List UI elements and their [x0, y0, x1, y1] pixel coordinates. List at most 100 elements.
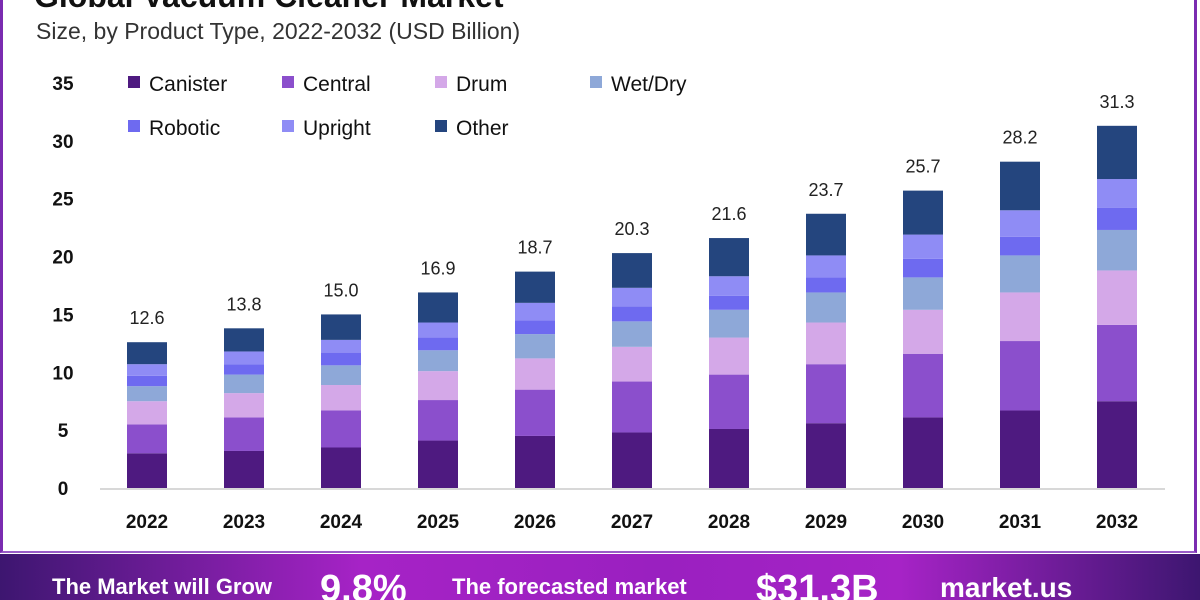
x-tick-label: 2032 — [1096, 512, 1138, 533]
bar-total-label: 28.2 — [1002, 128, 1037, 148]
bar-segment-upright — [1097, 179, 1137, 208]
bar-segment-other — [224, 328, 264, 352]
brand-logo: market.us — [940, 572, 1073, 600]
bar-segment-central — [1097, 324, 1137, 402]
bar-segment-other — [1097, 125, 1137, 180]
bar-total-label: 23.7 — [808, 180, 843, 200]
bar-segment-robotic — [418, 337, 458, 351]
x-tick-label: 2025 — [417, 512, 460, 533]
bar-segment-central — [321, 410, 361, 448]
y-tick-label: 35 — [52, 74, 74, 95]
bar-segment-drum — [1097, 270, 1137, 325]
bar-segment-wet-dry — [321, 365, 361, 386]
y-tick-label: 30 — [52, 132, 73, 153]
bar-segment-canister — [127, 453, 167, 488]
x-tick-label: 2029 — [805, 512, 847, 533]
bar-segment-canister — [1097, 401, 1137, 488]
bar-segment-canister — [1000, 410, 1040, 488]
y-tick-label: 5 — [58, 421, 69, 442]
legend-label: Other — [456, 117, 509, 140]
bar-segment-canister — [806, 423, 846, 488]
bar-total-label: 16.9 — [420, 258, 455, 278]
legend-swatch — [435, 76, 447, 88]
bar-segment-upright — [127, 364, 167, 376]
bar-segment-upright — [224, 351, 264, 365]
bar-segment-drum — [418, 371, 458, 401]
bar-segment-wet-dry — [515, 334, 555, 359]
bar-segment-wet-dry — [1097, 229, 1137, 271]
bar-segment-drum — [709, 337, 749, 375]
bar-segment-other — [709, 238, 749, 277]
footer-banner: The Market will Grow 9.8% The forecasted… — [0, 554, 1200, 600]
bar-segment-central — [224, 417, 264, 451]
bar-total-label: 12.6 — [129, 308, 164, 328]
grow-label: The Market will Grow — [52, 574, 273, 599]
chart-frame — [0, 0, 1197, 553]
legend-swatch — [435, 120, 447, 132]
bar-segment-other — [127, 342, 167, 365]
legend-label: Wet/Dry — [611, 73, 687, 96]
legend-swatch — [282, 76, 294, 88]
bar-segment-robotic — [321, 352, 361, 366]
x-tick-label: 2028 — [708, 512, 750, 533]
bar-segment-wet-dry — [903, 277, 943, 310]
bar-segment-canister — [515, 435, 555, 488]
bar-segment-canister — [321, 447, 361, 488]
bar-segment-central — [418, 400, 458, 441]
bar-segment-robotic — [1097, 207, 1137, 230]
bar-segment-central — [806, 364, 846, 424]
bar-segment-canister — [709, 428, 749, 488]
chart-title: Global Vacuum Cleaner Market — [34, 0, 504, 15]
y-tick-label: 25 — [52, 190, 74, 211]
bar-segment-wet-dry — [224, 374, 264, 394]
bar-segment-drum — [515, 358, 555, 390]
bar-segment-canister — [612, 432, 652, 488]
bar-segment-upright — [903, 234, 943, 259]
legend-label: Central — [303, 73, 371, 96]
bar-segment-wet-dry — [612, 321, 652, 347]
y-tick-label: 15 — [52, 305, 74, 326]
y-tick-label: 0 — [58, 479, 69, 500]
bar-segment-upright — [1000, 210, 1040, 237]
bar-segment-upright — [612, 287, 652, 307]
bar-segment-central — [903, 353, 943, 418]
bar-segment-other — [1000, 161, 1040, 211]
bar-segment-central — [612, 381, 652, 433]
legend-label: Canister — [149, 73, 227, 96]
bar-segment-central — [709, 374, 749, 429]
bar-segment-central — [127, 424, 167, 454]
bar-segment-canister — [418, 440, 458, 488]
bar-segment-wet-dry — [709, 309, 749, 338]
bar-segment-robotic — [1000, 236, 1040, 256]
legend-label: Upright — [303, 117, 371, 140]
bar-total-label: 15.0 — [323, 280, 358, 300]
x-tick-label: 2030 — [902, 512, 944, 533]
x-tick-label: 2023 — [223, 512, 265, 533]
cagr-value: 9.8% — [320, 568, 407, 600]
legend-label: Drum — [456, 73, 507, 96]
bar-segment-drum — [224, 393, 264, 418]
bar-total-label: 25.7 — [905, 157, 940, 177]
bar-segment-wet-dry — [418, 350, 458, 372]
bar-segment-canister — [903, 417, 943, 488]
bar-segment-canister — [224, 450, 264, 488]
y-tick-label: 20 — [52, 248, 73, 269]
bar-segment-drum — [806, 322, 846, 365]
y-tick-label: 10 — [52, 363, 73, 384]
bar-segment-other — [806, 213, 846, 256]
bar-segment-other — [418, 292, 458, 323]
bar-segment-wet-dry — [1000, 255, 1040, 293]
bar-segment-drum — [321, 385, 361, 411]
bar-segment-drum — [903, 309, 943, 354]
bar-total-label: 31.3 — [1099, 92, 1134, 112]
bar-total-label: 18.7 — [517, 238, 552, 258]
x-tick-label: 2024 — [320, 512, 363, 533]
legend-swatch — [128, 76, 140, 88]
bar-segment-robotic — [224, 364, 264, 375]
bar-segment-other — [515, 271, 555, 303]
bar-segment-drum — [127, 401, 167, 425]
bar-segment-robotic — [709, 295, 749, 310]
chart-subtitle: Size, by Product Type, 2022-2032 (USD Bi… — [36, 18, 521, 44]
legend-swatch — [282, 120, 294, 132]
bar-segment-robotic — [515, 320, 555, 335]
